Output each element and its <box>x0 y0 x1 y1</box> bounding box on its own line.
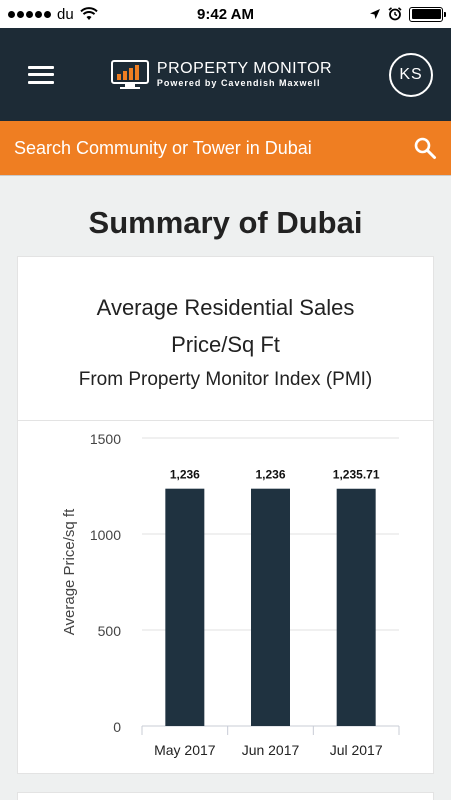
search-input[interactable]: Search Community or Tower in Dubai <box>14 137 312 158</box>
chart-area: 0 500 1000 1500 1,236 May 2017 1,236 Jun 2017 1,… <box>18 421 435 775</box>
y-tick-label: 1500 <box>90 431 121 447</box>
x-tick-label: Jun 2017 <box>242 742 300 758</box>
alarm-icon <box>388 7 402 21</box>
status-left: du <box>8 6 98 23</box>
page-title: Summary of Dubai <box>88 205 363 240</box>
app-header: PROPERTY MONITOR Powered by Cavendish Ma… <box>0 28 451 121</box>
card-header: Average Residential Sales Price/Sq Ft Fr… <box>18 257 433 421</box>
search-icon[interactable] <box>413 136 437 160</box>
y-axis-label: Average Price/sq ft <box>61 508 78 635</box>
card-subtitle: From Property Monitor Index (PMI) <box>78 369 373 390</box>
y-tick-label: 0 <box>113 719 121 735</box>
logo-title: PROPERTY MONITOR <box>156 60 333 77</box>
summary-card: Average Residential Sales Price/Sq Ft Fr… <box>17 256 434 774</box>
x-tick-label: Jul 2017 <box>330 742 383 758</box>
carrier-label: du <box>57 5 74 23</box>
bar-data-label: 1,235.71 <box>333 468 380 482</box>
bar-data-label: 1,236 <box>255 468 285 482</box>
logo-text: PROPERTY MONITOR Powered by Cavendish Ma… <box>157 60 332 89</box>
menu-icon[interactable] <box>28 65 54 84</box>
bar <box>251 488 290 726</box>
user-avatar[interactable]: KS <box>388 52 433 97</box>
search-bar[interactable]: Search Community or Tower in Dubai <box>0 121 451 176</box>
monitor-chart-icon <box>110 59 149 89</box>
status-right <box>369 6 446 22</box>
next-card <box>17 792 434 800</box>
logo-subtitle: Powered by Cavendish Maxwell <box>156 78 321 88</box>
x-tick-label: May 2017 <box>154 742 216 758</box>
bar-chart: 0 500 1000 1500 1,236 May 2017 1,236 Jun 2017 1,… <box>61 431 400 758</box>
bar <box>165 488 205 726</box>
bar <box>336 488 376 726</box>
y-tick-label: 500 <box>98 623 122 639</box>
logo[interactable]: PROPERTY MONITOR Powered by Cavendish Ma… <box>110 59 332 90</box>
battery-icon <box>409 6 446 22</box>
status-bar: du 9:42 AM <box>0 0 451 28</box>
bar-data-label: 1,236 <box>170 468 200 482</box>
wifi-icon <box>79 7 98 20</box>
signal-icon <box>8 10 51 18</box>
location-arrow-icon <box>370 9 380 19</box>
y-tick-label: 1000 <box>90 527 121 543</box>
card-title: Average Residential Sales Price/Sq Ft <box>96 295 355 357</box>
